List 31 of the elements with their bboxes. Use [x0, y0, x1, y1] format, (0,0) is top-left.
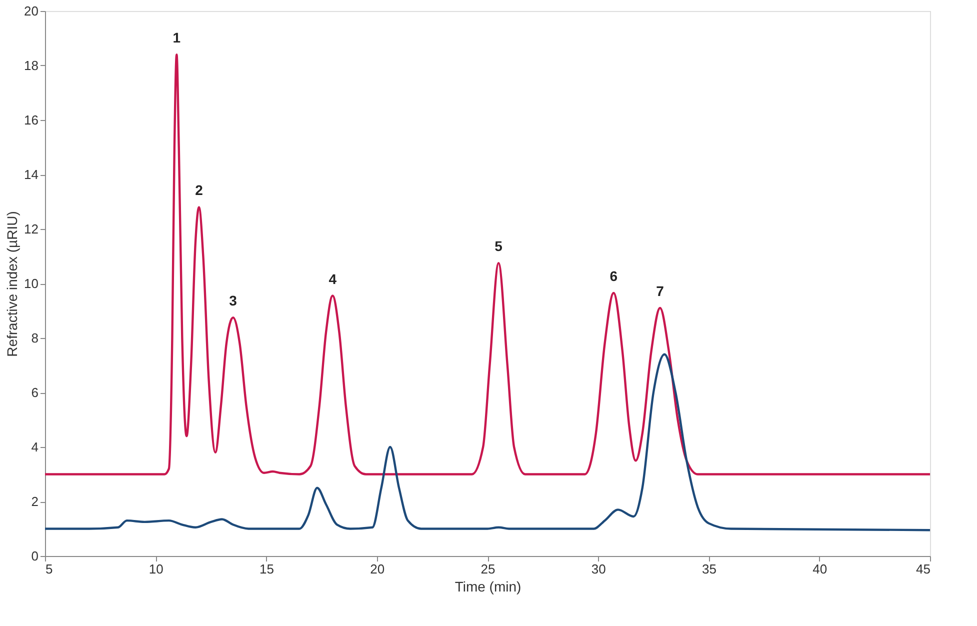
annotation: 2 [195, 182, 204, 198]
y-tick-label: 0 [31, 548, 38, 564]
y-tick-label: 4 [31, 440, 38, 454]
x-tick-label: 45 [916, 562, 930, 576]
line-series [44, 353, 932, 532]
x-tick-label: 30 [591, 562, 606, 576]
line-series [44, 54, 932, 476]
annotation: 3 [229, 292, 238, 309]
y-tick-label: 12 [24, 222, 38, 236]
x-tick-label: 40 [812, 562, 828, 576]
x-tick-label: 20 [370, 562, 385, 576]
y-tick-label: 16 [24, 112, 38, 128]
x-tick-label: 15 [260, 562, 274, 576]
x-tick-label: 5 [46, 562, 53, 576]
annotation: 6 [610, 268, 618, 284]
y-tick-label: 2 [31, 494, 38, 509]
x-tick-label: 35 [702, 562, 716, 576]
annotation: 1 [172, 30, 181, 46]
x-tick-label: 25 [480, 562, 496, 576]
y-tick-label: 6 [31, 385, 38, 400]
y-tick-label: 14 [24, 167, 38, 182]
y-axis-title: Refractive index (µRIU) [4, 211, 20, 357]
annotation: 5 [494, 238, 503, 254]
annotation: 7 [656, 283, 664, 300]
x-tick-label: 10 [148, 562, 164, 576]
y-tick-label: 10 [24, 276, 38, 291]
annotation: 4 [328, 270, 337, 287]
y-tick-label: 8 [31, 330, 38, 346]
x-axis-title: Time (min) [454, 578, 522, 594]
y-tick-label: 18 [24, 58, 38, 73]
y-tick-label: 20 [24, 4, 38, 18]
